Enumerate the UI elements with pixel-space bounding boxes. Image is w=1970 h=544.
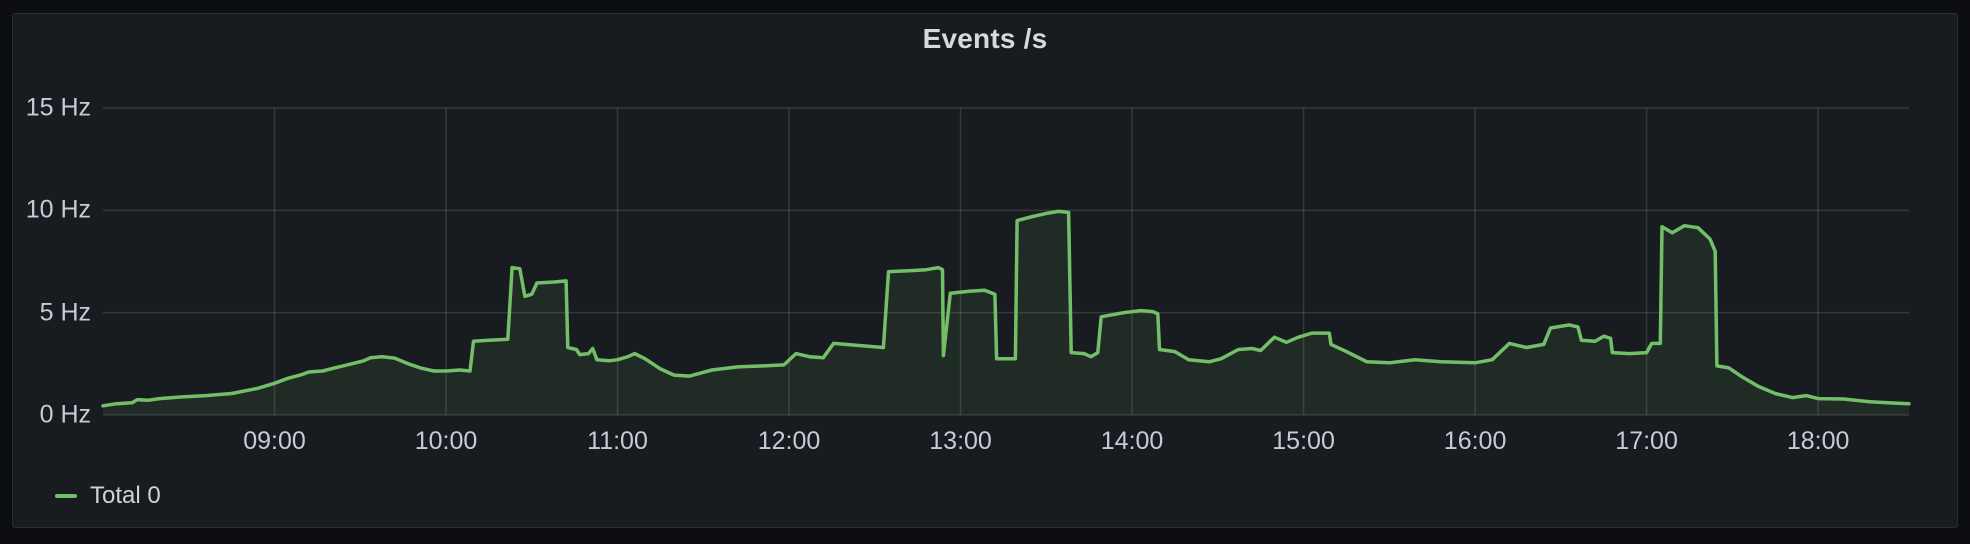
x-tick-label: 18:00 <box>1786 427 1850 455</box>
x-tick-label: 14:00 <box>1100 427 1164 455</box>
x-tick-label: 15:00 <box>1272 427 1335 455</box>
y-tick-label: 15 Hz <box>25 93 91 122</box>
legend-series-dash-icon <box>55 494 77 498</box>
series-area <box>103 211 1909 415</box>
panel-title[interactable]: Events /s <box>922 23 1048 54</box>
x-tick-label: 13:00 <box>929 427 992 455</box>
x-tick-label: 10:00 <box>414 427 478 455</box>
legend-item-total[interactable]: Total 0 <box>55 482 161 510</box>
x-tick-label: 16:00 <box>1443 427 1507 455</box>
x-tick-label: 09:00 <box>243 427 306 455</box>
chart-canvas[interactable] <box>101 107 1911 416</box>
y-tick-label: 5 Hz <box>39 298 91 327</box>
plot-area[interactable] <box>101 107 1911 416</box>
y-tick-label: 0 Hz <box>39 400 91 429</box>
x-tick-label: 12:00 <box>757 427 821 455</box>
timeseries-panel: Events /s 0 Hz 5 Hz 10 Hz 15 Hz 09:00 10:00 1… <box>12 13 1958 528</box>
series-line <box>101 209 1911 408</box>
x-tick-label: 17:00 <box>1615 427 1678 455</box>
x-tick-label: 11:00 <box>587 427 648 455</box>
y-tick-label: 10 Hz <box>25 195 91 224</box>
legend-series-label: Total 0 <box>90 482 161 509</box>
